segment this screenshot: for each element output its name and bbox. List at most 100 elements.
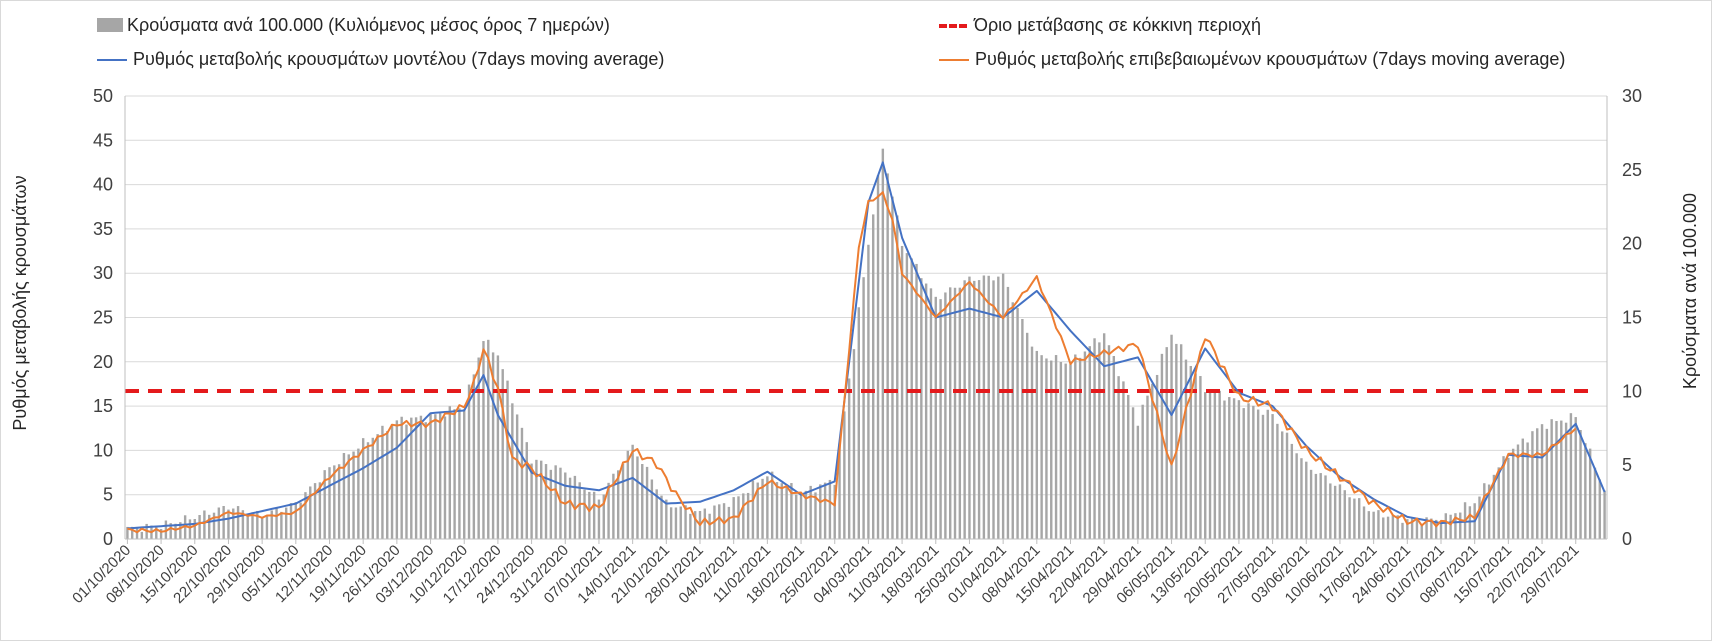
bar (309, 486, 312, 539)
bar (1353, 498, 1356, 539)
bar (1372, 511, 1375, 539)
bar (703, 508, 707, 539)
bar (588, 491, 591, 539)
y-right-tick-label: 15 (1622, 308, 1642, 328)
bar (400, 416, 403, 539)
bar (1588, 448, 1592, 539)
bar (597, 499, 601, 539)
bar (155, 526, 158, 539)
bar (1449, 514, 1452, 539)
bar (405, 424, 408, 539)
bar (1078, 357, 1082, 539)
bar (756, 482, 759, 539)
bar (578, 482, 581, 539)
bar (833, 484, 836, 539)
legend-confirmed-label: Ρυθμός μεταβολής επιβεβαιωμένων κρουσμάτ… (975, 49, 1566, 69)
bar (1285, 432, 1289, 539)
bar (838, 443, 841, 539)
bar (304, 492, 307, 539)
bar (554, 465, 557, 539)
bar (506, 380, 509, 539)
bar (328, 467, 331, 539)
bar (477, 357, 480, 539)
bar (1521, 438, 1524, 539)
bar (1242, 408, 1245, 539)
bar (414, 417, 418, 539)
bar (1141, 404, 1144, 539)
bar (1439, 523, 1443, 539)
bar (804, 490, 808, 539)
bar (1324, 475, 1327, 539)
bar (742, 493, 745, 539)
bar (1560, 420, 1563, 539)
bar (1396, 515, 1399, 539)
bar (775, 482, 779, 539)
bar (1011, 302, 1014, 539)
bar (689, 513, 692, 539)
bar (665, 499, 668, 539)
bar (1300, 458, 1303, 539)
bar (381, 425, 384, 539)
bar (1213, 391, 1217, 539)
bar (1170, 334, 1173, 539)
bar (1184, 359, 1188, 539)
y-right-tick-label: 20 (1622, 234, 1642, 254)
bar (1295, 453, 1298, 539)
bar (424, 422, 427, 539)
bar (1281, 431, 1284, 539)
bar (1574, 417, 1577, 539)
bar (631, 444, 634, 539)
bar (1030, 346, 1034, 539)
bar (1309, 469, 1313, 539)
bar (1276, 423, 1279, 539)
bar (265, 515, 269, 539)
bar (799, 493, 803, 539)
bar (1232, 398, 1236, 539)
y-left-tick-label: 25 (93, 308, 113, 328)
bar (511, 403, 514, 539)
bar (621, 463, 625, 539)
legend-bars-swatch (97, 18, 123, 32)
bar (1434, 519, 1438, 539)
bar (592, 491, 596, 539)
bar (636, 456, 639, 539)
bar (977, 280, 981, 539)
bar (785, 485, 788, 539)
bar (626, 450, 630, 539)
bar (1050, 360, 1053, 539)
bar (294, 502, 298, 539)
bar (973, 280, 976, 539)
bar (1218, 390, 1221, 539)
bar (1598, 479, 1601, 539)
bar (515, 414, 519, 539)
bar (1069, 364, 1072, 539)
line-series (127, 161, 1606, 534)
bar (746, 492, 750, 539)
bar (905, 253, 909, 539)
y-right-tick-label: 30 (1622, 86, 1642, 106)
bar (727, 506, 731, 539)
bar (1511, 448, 1515, 539)
bar (284, 507, 288, 539)
bar (544, 464, 548, 539)
bar (1001, 273, 1005, 539)
bar (852, 349, 856, 539)
bar (232, 508, 235, 539)
y-left-tick-label: 0 (103, 529, 113, 549)
bar (1406, 519, 1409, 539)
bar (958, 287, 962, 539)
legend-threshold-swatch (939, 24, 967, 28)
bar (559, 467, 562, 539)
bar (535, 459, 538, 539)
bar (564, 472, 567, 539)
bar (1319, 473, 1322, 539)
bar (1054, 355, 1058, 539)
bar (1256, 409, 1260, 539)
bar (1175, 343, 1178, 539)
bar (1468, 506, 1472, 539)
bar (1478, 496, 1481, 539)
gridlines (125, 95, 1607, 496)
bar (920, 278, 923, 539)
bar (872, 214, 875, 540)
